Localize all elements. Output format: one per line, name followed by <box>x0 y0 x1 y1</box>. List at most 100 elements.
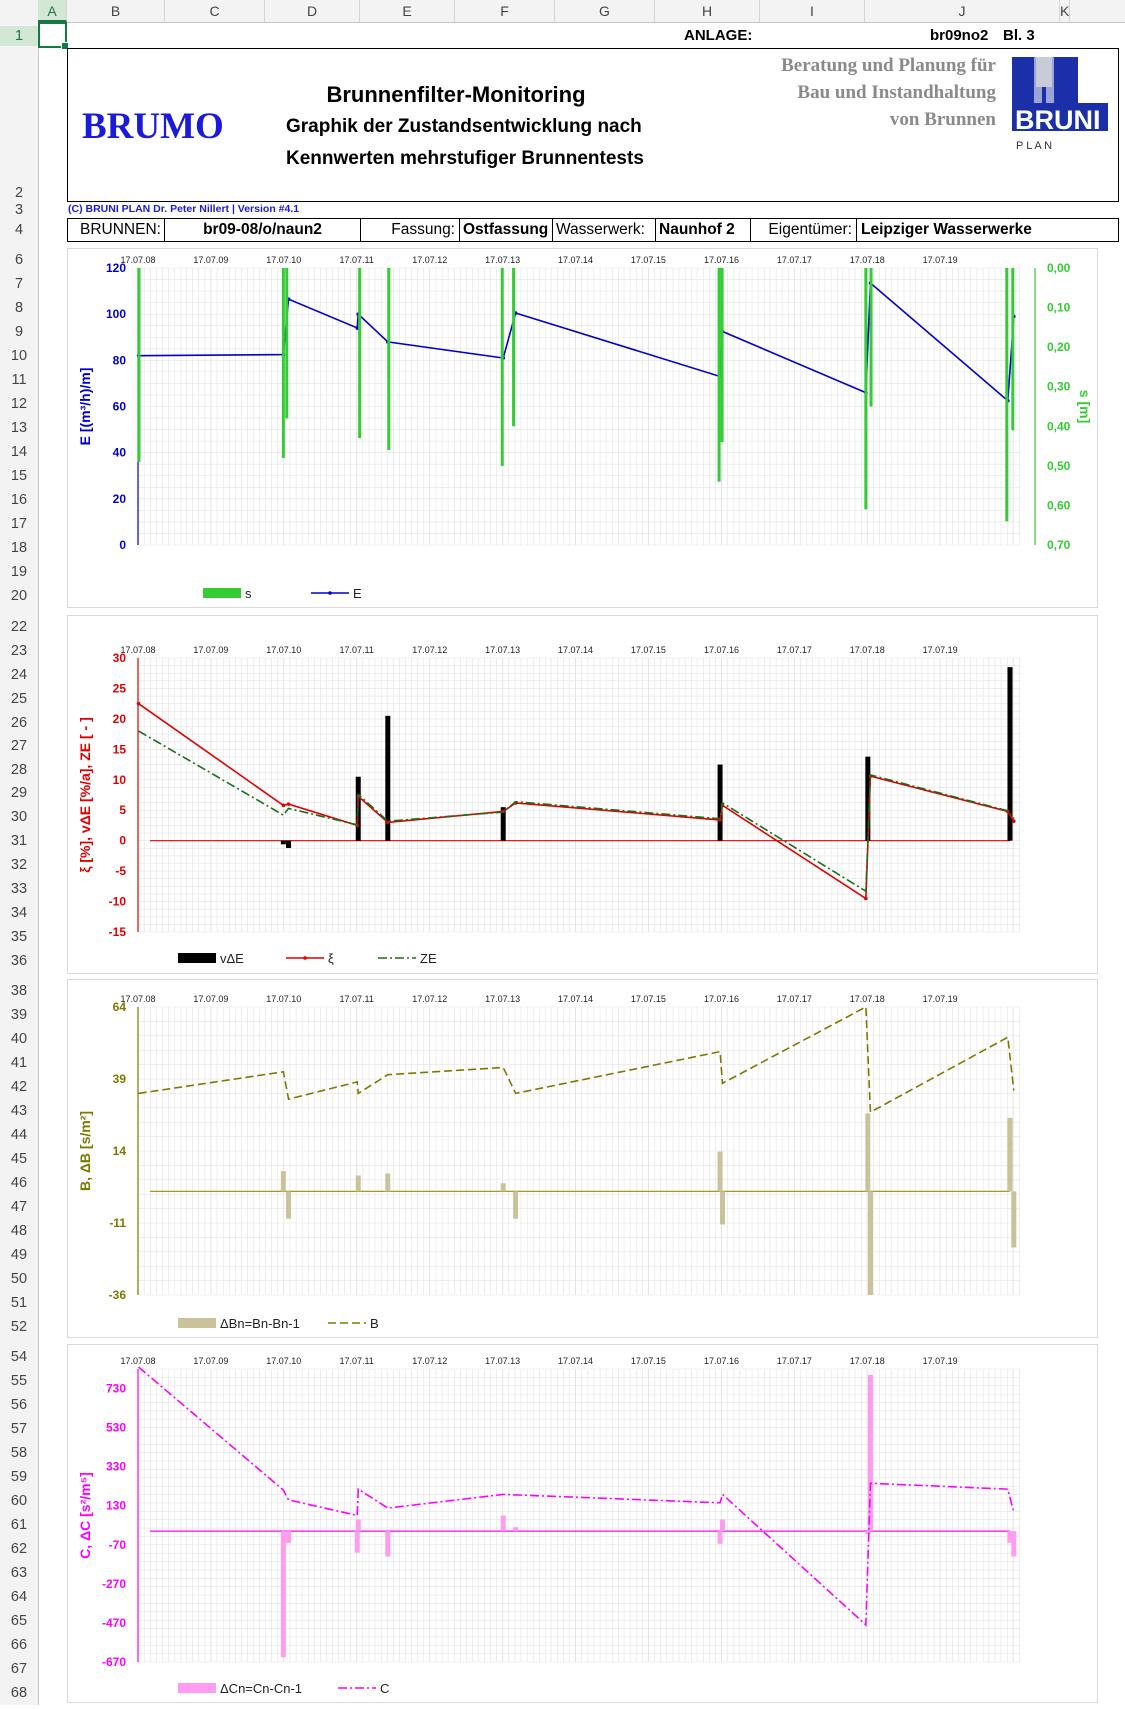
row-header-65[interactable]: 65 <box>10 1613 28 1629</box>
row-header-16[interactable]: 16 <box>10 492 28 508</box>
bar-ΔCn=Cn-Cn-1 <box>354 1531 360 1553</box>
date-tick-label: 17.07.11 <box>339 645 373 655</box>
bar-s <box>869 268 873 407</box>
date-tick-label: 17.07.19 <box>923 255 958 265</box>
date-tick-label: 17.07.16 <box>704 645 739 655</box>
row-header-4[interactable]: 4 <box>14 222 24 238</box>
brunnen-value[interactable]: br09-08/o/naun2 <box>165 219 361 241</box>
column-header-b[interactable]: B <box>67 0 165 22</box>
y-axis-title: E [(m³/h)/m] <box>77 368 93 446</box>
row-header-61[interactable]: 61 <box>10 1517 28 1533</box>
eigentuemer-value[interactable]: Leipziger Wasserwerke <box>861 221 1032 238</box>
chart-xi-vde-ze[interactable]: 17.07.08 17.07.09 17.07.10 17.07.11 17.07.12… <box>67 615 1098 974</box>
row-header-35[interactable]: 35 <box>10 929 28 945</box>
eigentuemer-label: Eigentümer: <box>751 219 857 241</box>
row-header-46[interactable]: 46 <box>10 1175 28 1191</box>
row-header-34[interactable]: 34 <box>10 905 28 921</box>
row-header-56[interactable]: 56 <box>10 1397 28 1413</box>
date-tick-label: 17.07.18 <box>850 645 885 655</box>
row-header-1[interactable]: 1 <box>0 26 38 46</box>
row-header-48[interactable]: 48 <box>10 1223 28 1239</box>
row-header-68[interactable]: 68 <box>10 1685 28 1701</box>
row-header-64[interactable]: 64 <box>10 1589 28 1605</box>
row-header-18[interactable]: 18 <box>10 540 28 556</box>
row-header-66[interactable]: 66 <box>10 1637 28 1653</box>
column-header-k[interactable]: K <box>1060 0 1071 22</box>
row-header-57[interactable]: 57 <box>10 1421 28 1437</box>
wasserwerk-value[interactable]: Naunhof 2 <box>656 219 751 241</box>
row-header-50[interactable]: 50 <box>10 1271 28 1287</box>
row-header-62[interactable]: 62 <box>10 1541 28 1557</box>
row-header-8[interactable]: 8 <box>14 300 24 316</box>
chart-b-db[interactable]: 17.07.08 17.07.09 17.07.10 17.07.11 17.07.12… <box>67 979 1098 1338</box>
row-header-20[interactable]: 20 <box>10 588 28 604</box>
column-header-f[interactable]: F <box>455 0 555 22</box>
row-header-38[interactable]: 38 <box>10 983 28 999</box>
chart-e-s[interactable]: 17.07.08 17.07.09 17.07.10 17.07.11 17.07.12… <box>67 248 1098 608</box>
selected-cell-a1[interactable] <box>38 22 69 50</box>
row-header-55[interactable]: 55 <box>10 1373 28 1389</box>
date-tick-label: 17.07.16 <box>704 255 739 265</box>
row-header-29[interactable]: 29 <box>10 785 28 801</box>
row-header-10[interactable]: 10 <box>10 348 28 364</box>
row-header-47[interactable]: 47 <box>10 1199 28 1215</box>
anlage-label: ANLAGE: <box>684 27 753 44</box>
row-header-9[interactable]: 9 <box>14 324 24 340</box>
row-header-3[interactable]: 3 <box>14 202 24 218</box>
row-header-51[interactable]: 51 <box>10 1295 28 1311</box>
row-header-67[interactable]: 67 <box>10 1661 28 1677</box>
column-header-c[interactable]: C <box>165 0 265 22</box>
row-header-44[interactable]: 44 <box>10 1127 28 1143</box>
row-header-63[interactable]: 63 <box>10 1565 28 1581</box>
row-header-36[interactable]: 36 <box>10 953 28 969</box>
bar-ΔBn=Bn-Bn-1 <box>1007 1117 1013 1192</box>
row-header-54[interactable]: 54 <box>10 1349 28 1365</box>
row-header-19[interactable]: 19 <box>10 564 28 580</box>
column-header-g[interactable]: G <box>555 0 655 22</box>
row-header-42[interactable]: 42 <box>10 1079 28 1095</box>
row-header-49[interactable]: 49 <box>10 1247 28 1263</box>
date-tick-label: 17.07.13 <box>485 1356 520 1366</box>
date-tick-label: 17.07.17 <box>777 255 812 265</box>
row-header-43[interactable]: 43 <box>10 1103 28 1119</box>
row-header-30[interactable]: 30 <box>10 809 28 825</box>
row-header-12[interactable]: 12 <box>10 396 28 412</box>
column-header-j[interactable]: J <box>865 0 1060 22</box>
column-header-a[interactable]: A <box>38 0 67 22</box>
column-header-h[interactable]: H <box>655 0 760 22</box>
row-header-7[interactable]: 7 <box>14 276 24 292</box>
row-header-25[interactable]: 25 <box>10 691 28 707</box>
row-header-59[interactable]: 59 <box>10 1469 28 1485</box>
row-header-11[interactable]: 11 <box>11 372 27 388</box>
column-header-i[interactable]: I <box>760 0 865 22</box>
row-header-32[interactable]: 32 <box>10 857 28 873</box>
row-header-33[interactable]: 33 <box>10 881 28 897</box>
row-header-22[interactable]: 22 <box>10 619 28 635</box>
row-header-40[interactable]: 40 <box>10 1031 28 1047</box>
row-header-39[interactable]: 39 <box>10 1007 28 1023</box>
row-header-31[interactable]: 31 <box>10 833 28 849</box>
row-header-52[interactable]: 52 <box>10 1319 28 1335</box>
row-header-45[interactable]: 45 <box>10 1151 28 1167</box>
row-header-15[interactable]: 15 <box>10 468 28 484</box>
row-header-2[interactable]: 2 <box>14 185 24 201</box>
row-header-23[interactable]: 23 <box>10 643 28 659</box>
date-tick-label: 17.07.13 <box>485 994 520 1004</box>
row-header-24[interactable]: 24 <box>10 667 28 683</box>
column-header-d[interactable]: D <box>265 0 360 22</box>
row-header-17[interactable]: 17 <box>10 516 28 532</box>
row-header-60[interactable]: 60 <box>10 1493 28 1509</box>
fassung-value[interactable]: Ostfassung <box>459 219 553 241</box>
y-axis-title: C, ΔC [s²/m⁵] <box>77 1472 93 1559</box>
row-header-27[interactable]: 27 <box>10 738 28 754</box>
column-header-e[interactable]: E <box>360 0 455 22</box>
row-header-28[interactable]: 28 <box>10 762 28 778</box>
row-header-26[interactable]: 26 <box>10 715 28 731</box>
row-header-14[interactable]: 14 <box>10 444 28 460</box>
row-header-41[interactable]: 41 <box>10 1055 28 1071</box>
row-header-58[interactable]: 58 <box>10 1445 28 1461</box>
row-header-6[interactable]: 6 <box>14 252 24 268</box>
row-header-13[interactable]: 13 <box>10 420 28 436</box>
y-tick-label: 40 <box>113 446 127 460</box>
chart-c-dc[interactable]: 17.07.08 17.07.09 17.07.10 17.07.11 17.07.12… <box>67 1344 1098 1703</box>
